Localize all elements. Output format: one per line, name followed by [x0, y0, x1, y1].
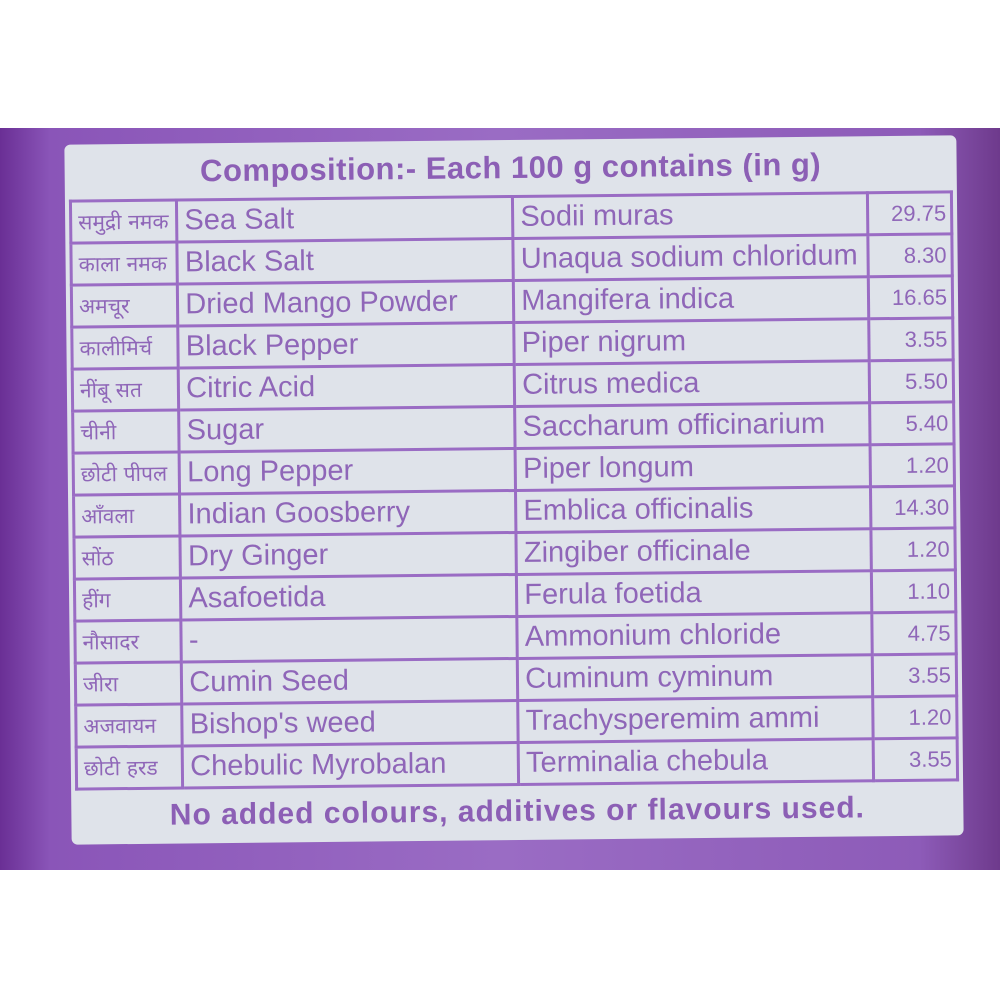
footer-note: No added colours, additives or flavours … [169, 791, 866, 832]
cell-value: 3.55 [872, 653, 957, 697]
cell-latin: Terminalia chebula [518, 738, 874, 785]
cell-value: 3.55 [868, 317, 954, 361]
cell-value: 1.20 [870, 443, 955, 487]
cell-latin: Ferula foetida [516, 570, 873, 617]
table-row: छोटी हरड Chebulic Myrobalan Terminalia che… [76, 737, 958, 790]
cell-hindi: चीनी [72, 410, 180, 454]
cell-value: 1.20 [872, 695, 958, 739]
cell-english: Sugar [178, 406, 516, 453]
composition-title: Composition:- Each 100 g contains (in g) [199, 146, 822, 189]
cell-english: - [181, 616, 518, 662]
cell-latin: Piper longum [515, 444, 871, 491]
cell-value: 1.20 [871, 527, 956, 571]
cell-hindi: नौसादर [74, 619, 182, 664]
cell-english: Cumin Seed [181, 658, 518, 704]
cell-value: 4.75 [872, 611, 957, 655]
cell-latin: Citrus medica [514, 360, 870, 407]
cell-value: 16.65 [868, 275, 953, 319]
cell-hindi: काला नमक [70, 242, 178, 286]
cell-hindi: जीरा [75, 661, 183, 706]
cell-english: Dry Ginger [180, 532, 517, 578]
cell-value: 5.50 [869, 359, 954, 403]
cell-hindi: अमचूर [71, 284, 179, 328]
cell-value: 1.10 [871, 569, 956, 613]
composition-table: समुद्री नमक Sea Salt Sodii muras 29.75 काला … [69, 190, 959, 790]
composition-label: Composition:- Each 100 g contains (in g)… [64, 135, 964, 845]
cell-hindi: नींबू सत [72, 368, 179, 412]
cell-value: 8.30 [868, 233, 953, 277]
cell-value: 5.40 [869, 401, 955, 445]
cell-english: Indian Goosberry [179, 490, 517, 536]
cell-latin: Sodii muras [512, 192, 869, 239]
cell-hindi: हींग [74, 577, 182, 622]
cell-english: Chebulic Myrobalan [182, 742, 519, 788]
cell-latin: Piper nigrum [513, 318, 870, 365]
cell-value: 29.75 [867, 191, 952, 235]
cell-hindi: कालीमिर्च [71, 326, 179, 370]
cell-value: 3.55 [873, 737, 958, 781]
cell-latin: Emblica officinalis [515, 486, 872, 533]
cell-english: Bishop's weed [182, 700, 519, 746]
cell-hindi: सोंठ [73, 535, 181, 580]
cell-latin: Saccharum officinarium [514, 402, 871, 449]
cell-english: Black Pepper [178, 322, 515, 369]
cell-english: Asafoetida [180, 574, 518, 620]
cell-english: Black Salt [177, 238, 514, 285]
cell-latin: Cuminum cyminum [517, 654, 873, 701]
cell-latin: Unaqua sodium chloridum [513, 234, 869, 281]
cell-hindi: अजवायन [75, 703, 183, 748]
cell-english: Citric Acid [178, 364, 515, 411]
cell-latin: Zingiber officinale [516, 528, 872, 575]
cell-latin: Trachysperemim ammi [517, 696, 874, 743]
cell-hindi: छोटी पीपल [73, 452, 180, 496]
cell-hindi: समुद्री नमक [70, 200, 178, 244]
cell-value: 14.30 [870, 485, 955, 529]
cell-latin: Mangifera indica [513, 276, 869, 323]
cell-hindi: छोटी हरड [76, 745, 183, 790]
cell-latin: Ammonium chloride [517, 612, 873, 659]
cell-english: Sea Salt [176, 196, 514, 243]
cell-hindi: आँवला [73, 493, 181, 538]
cell-english: Long Pepper [179, 448, 516, 494]
cell-english: Dried Mango Powder [177, 280, 514, 327]
